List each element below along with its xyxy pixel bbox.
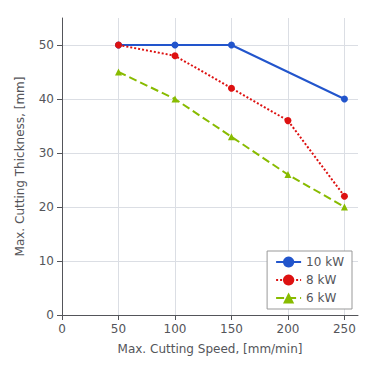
svg-text:30: 30 [39,146,54,160]
svg-text:200: 200 [277,322,300,336]
svg-text:250: 250 [333,322,356,336]
svg-text:10: 10 [39,254,54,268]
svg-text:8 kW: 8 kW [306,273,336,287]
svg-text:10 kW: 10 kW [306,255,344,269]
svg-text:6 kW: 6 kW [306,291,336,305]
svg-text:0: 0 [58,322,66,336]
svg-text:50: 50 [111,322,126,336]
svg-text:100: 100 [164,322,187,336]
svg-text:20: 20 [39,200,54,214]
svg-text:Max. Cutting Thickness, [mm]: Max. Cutting Thickness, [mm] [13,77,27,257]
svg-text:0: 0 [46,308,54,322]
svg-text:Max. Cutting Speed, [mm/min]: Max. Cutting Speed, [mm/min] [118,342,303,356]
svg-text:40: 40 [39,92,54,106]
svg-text:50: 50 [39,38,54,52]
svg-text:150: 150 [220,322,243,336]
